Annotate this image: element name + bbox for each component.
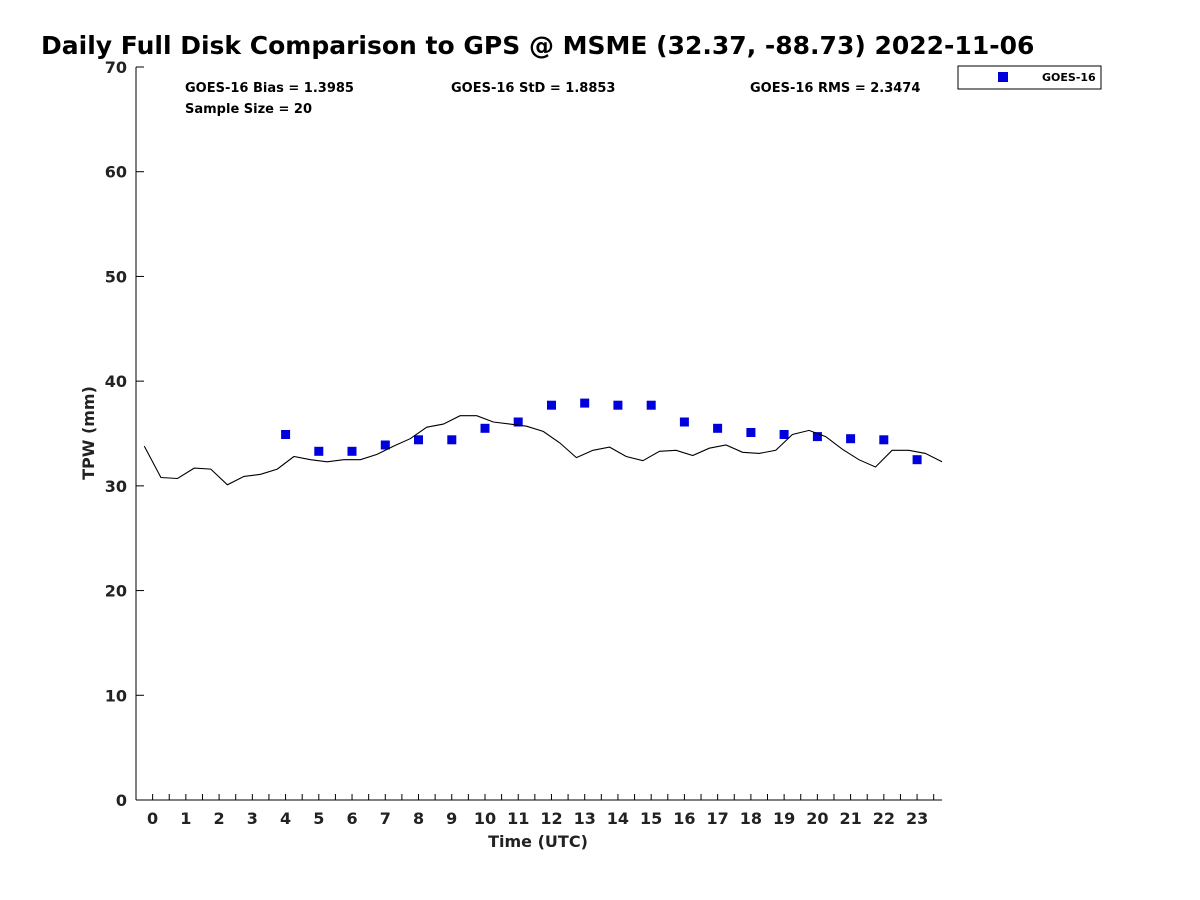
chart-title: Daily Full Disk Comparison to GPS @ MSME… [41,31,1034,60]
y-axis-label: TPW (mm) [79,386,98,480]
x-tick-label: 2 [214,809,225,828]
std-stat: GOES-16 StD = 1.8853 [451,81,615,96]
goes16-point [679,417,689,427]
y-tick-label: 70 [105,58,127,77]
y-tick-label: 0 [116,791,127,810]
x-tick-label: 5 [313,809,324,828]
goes16-point [812,432,822,442]
bias-stat: GOES-16 Bias = 1.3985 [185,81,354,96]
rms-stat: GOES-16 RMS = 2.3474 [750,81,920,96]
x-tick-label: 11 [507,809,529,828]
goes16-point [281,430,291,439]
legend-marker-goes16 [998,72,1008,82]
x-tick-label: 10 [474,809,496,828]
gps-tpw-line [143,415,943,486]
goes16-point [347,446,357,456]
x-tick-label: 13 [574,809,596,828]
x-tick-label: 0 [147,809,158,828]
goes16-point [779,430,789,439]
goes16-point [513,417,523,427]
goes16-point [646,400,656,410]
x-tick-label: 3 [247,809,258,828]
legend-box [957,65,1102,90]
x-tick-label: 4 [280,809,291,828]
goes16-point [879,435,889,445]
sample-size-stat: Sample Size = 20 [185,102,312,117]
x-tick-label: 19 [773,809,795,828]
goes16-point [580,398,590,408]
plot-area [135,67,942,801]
goes16-point [547,400,556,410]
x-tick-label: 12 [540,809,562,828]
x-tick-label: 22 [873,809,895,828]
y-ticks: 0 10 20 30 40 50 60 70 [105,58,144,810]
goes16-point [447,435,457,445]
legend-label-goes16: GOES-16 [1042,71,1096,84]
series-layer [143,398,943,486]
x-tick-label: 16 [673,809,695,828]
goes16-point [414,435,423,445]
x-tick-label: 6 [346,809,357,828]
y-tick-label: 20 [105,582,127,601]
goes16-point [480,423,490,433]
goes16-point [713,423,723,433]
y-tick-label: 10 [105,686,127,705]
x-tick-label: 23 [906,809,928,828]
goes16-point [746,428,756,437]
x-tick-label: 18 [740,809,762,828]
goes16-point [912,455,922,465]
y-tick-label: 50 [105,267,127,286]
goes16-point [613,400,623,410]
x-tick-label: 9 [446,809,457,828]
x-tick-label: 1 [180,809,191,828]
x-tick-label: 20 [806,809,828,828]
x-tick-label: 21 [839,809,861,828]
x-tick-label: 14 [607,809,629,828]
x-ticks: 0 1 2 3 4 5 6 7 8 9 10 11 12 13 14 15 16 17 18 19 20 21 22 23 [135,794,935,828]
y-tick-label: 40 [105,372,127,391]
goes16-point [846,434,856,444]
x-tick-label: 7 [380,809,391,828]
goes16-point [380,440,390,450]
x-tick-label: 8 [413,809,424,828]
x-axis-label: Time (UTC) [488,832,588,851]
legend: GOES-16 [957,65,1102,90]
y-tick-label: 60 [105,163,127,182]
y-tick-label: 30 [105,477,127,496]
goes16-point [314,446,324,456]
x-tick-label: 15 [640,809,662,828]
x-tick-label: 17 [707,809,729,828]
